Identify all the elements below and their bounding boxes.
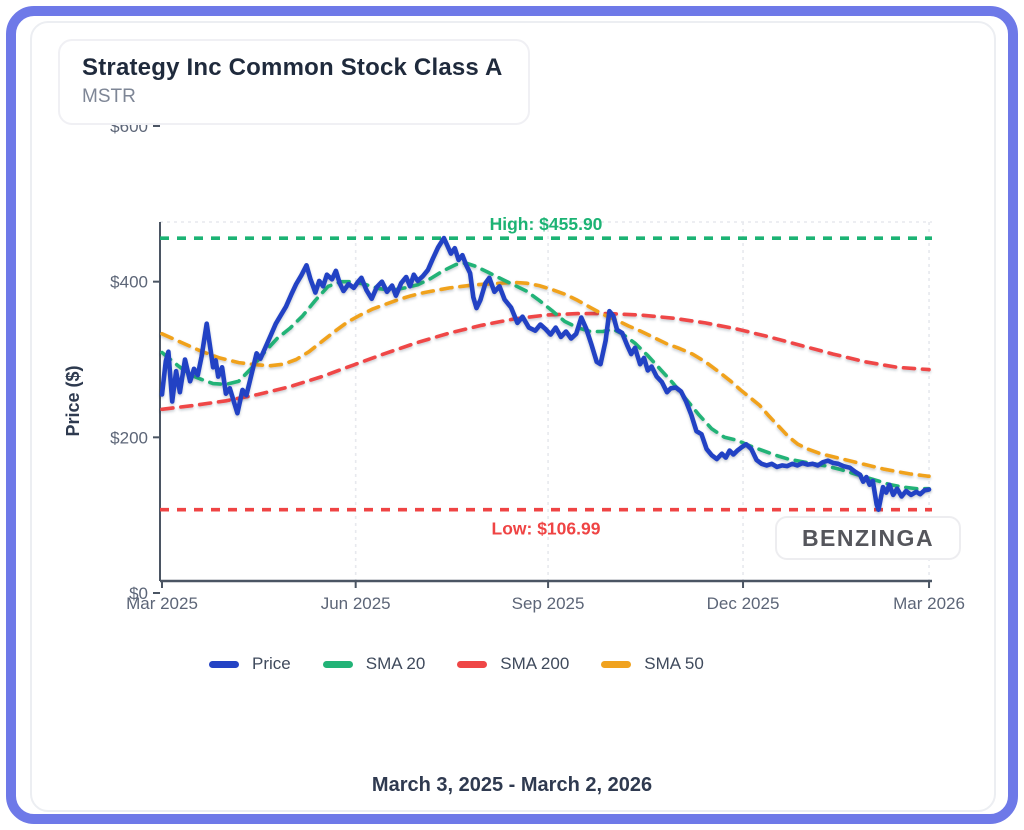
legend-swatch-sma20	[322, 660, 353, 668]
y-tick-label: $200	[110, 428, 148, 447]
low-label: Low: $106.99	[492, 519, 601, 539]
legend-swatch-price	[209, 660, 239, 668]
y-tick-label: $400	[110, 273, 148, 292]
legend-label-sma20: SMA 20	[365, 654, 426, 673]
legend-item-sma20: SMA 20	[322, 654, 426, 674]
x-tick-label: Sep 2025	[512, 594, 585, 613]
ticker-symbol: MSTR	[82, 86, 136, 107]
chart-legend: Price SMA 20 SMA 200 SMA 50	[209, 654, 704, 674]
x-tick-label: Dec 2025	[707, 594, 780, 613]
y-tick-label: $0	[129, 584, 148, 603]
legend-label-sma50: SMA 50	[644, 654, 704, 673]
benzinga-watermark: BENZINGA	[775, 516, 961, 560]
title-chip: Strategy Inc Common Stock Class A MSTR	[58, 39, 530, 125]
x-tick-label: Jun 2025	[321, 594, 391, 613]
legend-item-sma200: SMA 200	[457, 654, 569, 674]
x-tick-label: Mar 2026	[893, 594, 965, 613]
series-price	[159, 235, 932, 512]
x-tick-label: Mar 2025	[126, 594, 198, 613]
series-sma-50	[160, 280, 931, 479]
benzinga-logo-text: BENZINGA	[801, 524, 935, 551]
legend-swatch-sma50	[601, 660, 632, 668]
legend-swatch-sma200	[457, 660, 488, 668]
chart-card	[30, 21, 996, 812]
legend-label-price: Price	[252, 654, 291, 673]
legend-item-price: Price	[209, 654, 291, 674]
legend-label-sma200: SMA 200	[500, 654, 570, 673]
series-sma-20	[160, 261, 931, 491]
date-range: March 3, 2025 - March 2, 2026	[371, 774, 653, 796]
y-axis-title: Price ($)	[63, 365, 83, 436]
series-sma-200	[160, 311, 931, 412]
page-title: Strategy Inc Common Stock Class A	[82, 54, 503, 81]
legend-item-sma50: SMA 50	[601, 654, 704, 674]
high-label: High: $455.90	[490, 214, 603, 234]
